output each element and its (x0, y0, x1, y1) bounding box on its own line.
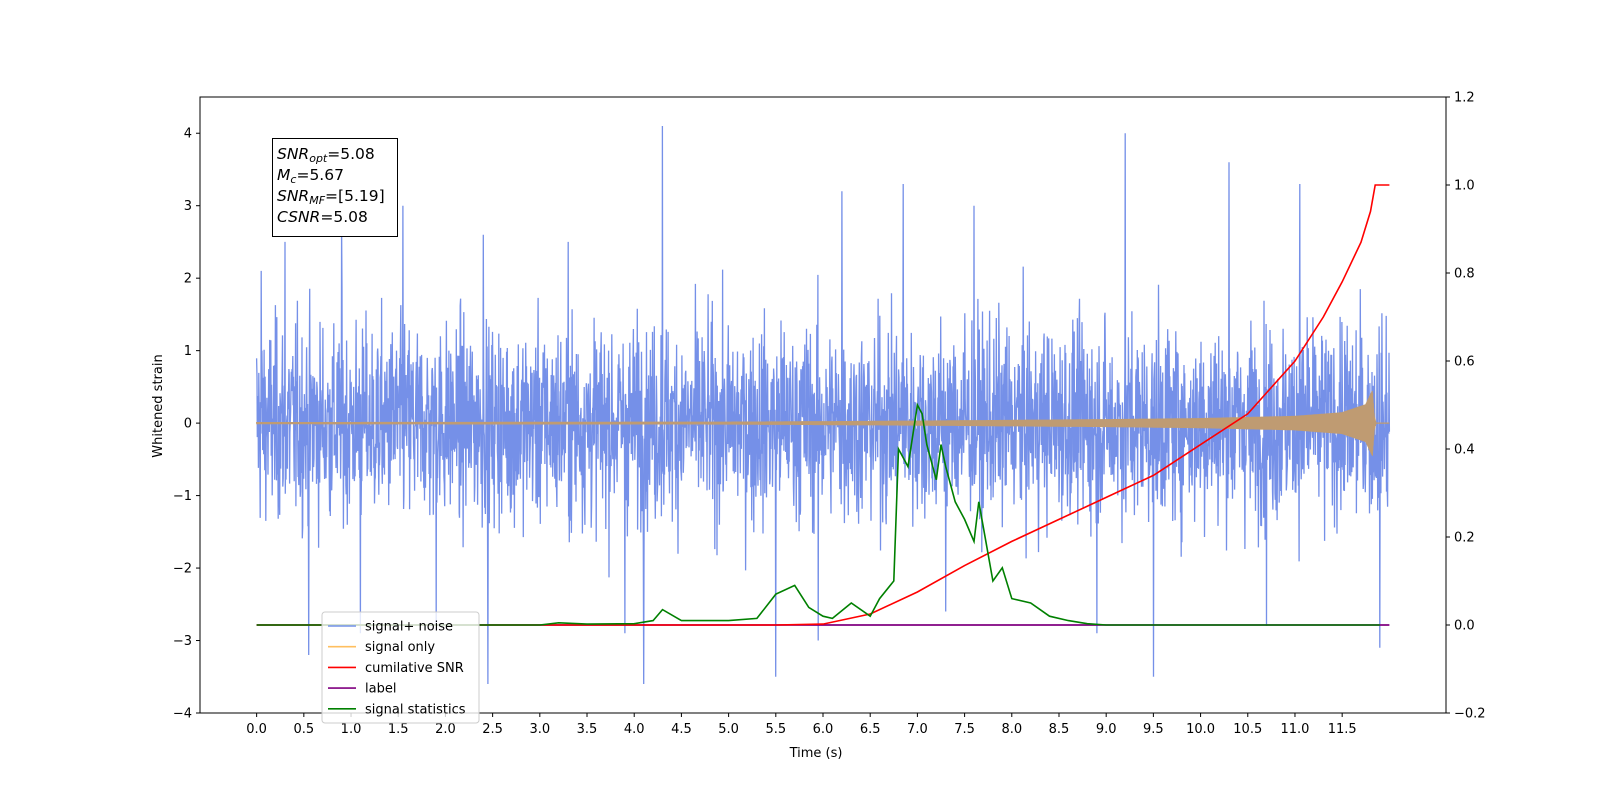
series-layer (255, 125, 1391, 685)
x-tick-label: 7.0 (907, 722, 928, 737)
y-tick-label: 1 (184, 344, 192, 359)
x-axis-label: Time (s) (789, 746, 843, 761)
x-tick-label: 2.0 (435, 722, 456, 737)
x-tick-label: 9.0 (1096, 722, 1117, 737)
x-tick-label: 0.5 (293, 722, 314, 737)
y2-tick-label: 0.8 (1454, 267, 1475, 282)
x-tick-label: 11.0 (1280, 722, 1309, 737)
snr-opt-value: 5.08 (340, 145, 375, 163)
legend: signal+ noise signal only cumilative SNR la… (321, 611, 480, 724)
x-tick-label: 0.0 (246, 722, 267, 737)
x-tick-label: 3.5 (577, 722, 598, 737)
x-tick-label: 1.5 (388, 722, 409, 737)
x-tick-label: 8.0 (1001, 722, 1022, 737)
y-axis-label: Whitened strain (151, 354, 166, 457)
legend-label: signal+ noise (365, 620, 453, 635)
x-tick-label: 7.5 (954, 722, 975, 737)
y2-tick-label: 1.2 (1454, 91, 1475, 106)
x-tick-label: 5.5 (765, 722, 786, 737)
y2-tick-label: 0.6 (1454, 355, 1475, 370)
x-tick-label: 5.0 (718, 722, 739, 737)
y2-tick-label: 0.0 (1454, 619, 1475, 634)
legend-label: cumilative SNR (365, 661, 464, 676)
series-signal-only-line (256, 390, 1390, 456)
y2-tick-label: −0.2 (1454, 707, 1486, 722)
stats-annotation-box: SNRopt=5.08 Mc=5.67 SNRMF=[5.19] CSNR=5.… (272, 138, 398, 237)
x-tick-label: 3.0 (529, 722, 550, 737)
legend-label: signal only (365, 640, 435, 655)
y-tick-label: 4 (184, 127, 192, 142)
series-cumulative-snr-line (256, 184, 1390, 626)
x-tick-label: 10.0 (1186, 722, 1215, 737)
y-tick-label: 2 (184, 272, 192, 287)
x-tick-label: 11.5 (1328, 722, 1357, 737)
y2-tick-label: 1.0 (1454, 179, 1475, 194)
mc-line: Mc=5.67 (277, 166, 344, 186)
y-tick-label: −2 (173, 562, 192, 577)
snr-opt-line: SNRopt=5.08 (277, 145, 375, 165)
y-tick-label: 0 (184, 417, 192, 432)
y2-axis-ticks: −0.2 0.0 0.2 0.4 0.6 0.8 1.0 1.2 (1446, 91, 1486, 722)
snr-mf-value: [5.19] (338, 187, 385, 205)
mc-value: 5.67 (309, 166, 344, 184)
y-tick-label: −4 (173, 707, 192, 722)
y2-tick-label: 0.2 (1454, 531, 1475, 546)
legend-label: signal statistics (365, 702, 466, 717)
x-tick-label: 9.5 (1143, 722, 1164, 737)
y-tick-label: −3 (173, 634, 192, 649)
x-tick-label: 4.0 (624, 722, 645, 737)
y-tick-label: −1 (173, 489, 192, 504)
x-tick-label: 10.5 (1233, 722, 1262, 737)
snr-mf-line: SNRMF=[5.19] (277, 187, 385, 207)
x-tick-label: 6.0 (813, 722, 834, 737)
series-signal-statistics-line (256, 402, 1380, 626)
csnr-value: 5.08 (333, 208, 368, 226)
y2-tick-label: 0.4 (1454, 443, 1475, 458)
y-tick-label: 3 (184, 199, 192, 214)
legend-label: label (365, 682, 396, 697)
x-tick-label: 4.5 (671, 722, 692, 737)
x-axis-ticks: 0.0 0.5 1.0 1.5 2.0 2.5 3.0 3.5 4.0 4.5 5.0 5.5 6.0 6… (246, 713, 1357, 737)
csnr-line: CSNR=5.08 (277, 208, 368, 226)
x-tick-label: 6.5 (860, 722, 881, 737)
y-axis-ticks: −4 −3 −2 −1 0 1 2 3 4 (173, 127, 200, 722)
x-tick-label: 8.5 (1049, 722, 1070, 737)
series-signal-noise-line (255, 125, 1391, 685)
x-tick-label: 2.5 (482, 722, 503, 737)
legend-box (321, 611, 480, 724)
x-tick-label: 1.0 (341, 722, 362, 737)
